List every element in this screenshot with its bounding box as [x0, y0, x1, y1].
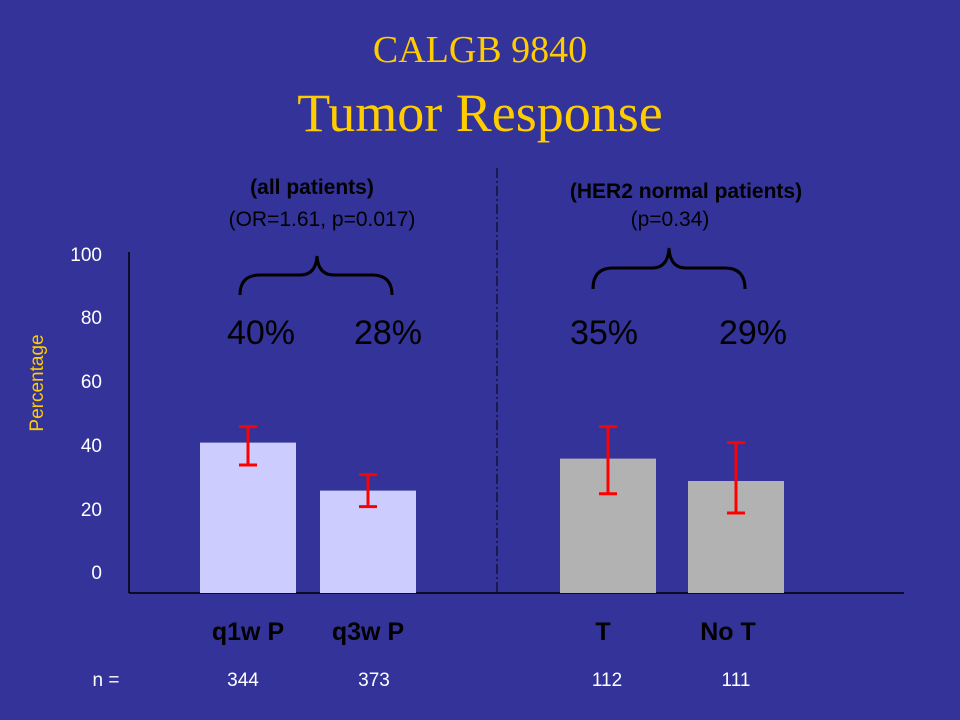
y-tick-label: 40: [80, 436, 102, 457]
y-tick-label: 60: [80, 372, 102, 393]
group-label-all-patients: (all patients): [250, 176, 374, 199]
n-value-q3w-p: 373: [358, 670, 390, 691]
x-tick-label-q1w-p: q1w P: [211, 618, 285, 646]
y-tick-label: 0: [91, 563, 102, 584]
y-tick-label: 80: [80, 308, 102, 329]
y-tick-label: 20: [80, 500, 102, 521]
group-stat-her2-normal: (p=0.34): [630, 208, 710, 231]
n-label: n =: [92, 670, 120, 691]
percent-label-t: 35%: [569, 314, 639, 352]
brace-all-patients: [238, 255, 394, 296]
group-label-her2-normal: (HER2 normal patients): [569, 180, 803, 203]
percent-label-q3w: 28%: [353, 314, 423, 352]
bar-q1w-p: [200, 442, 296, 593]
y-tick-label: 100: [70, 245, 102, 266]
brace-her2-normal: [591, 247, 747, 290]
error-bar-q1w-p: [239, 425, 257, 467]
n-value-q1w-p: 344: [227, 670, 259, 691]
n-value-t: 112: [591, 670, 623, 691]
error-bar-no-t: [727, 441, 745, 515]
percent-label-q1w: 40%: [226, 314, 296, 352]
chart-subtitle: CALGB 9840: [372, 29, 588, 71]
percent-label-no-t: 29%: [718, 314, 788, 352]
n-value-no-t: 111: [721, 670, 751, 691]
group-stat-all-patients: (OR=1.61, p=0.017): [228, 208, 416, 231]
x-tick-label-q3w-p: q3w P: [331, 618, 405, 646]
error-bar-q3w-p: [359, 473, 377, 509]
error-bar-t: [599, 425, 617, 496]
x-tick-label-no-t: No T: [700, 618, 756, 646]
chart-title: Tumor Response: [297, 83, 663, 143]
x-tick-label-t: T: [595, 618, 611, 646]
